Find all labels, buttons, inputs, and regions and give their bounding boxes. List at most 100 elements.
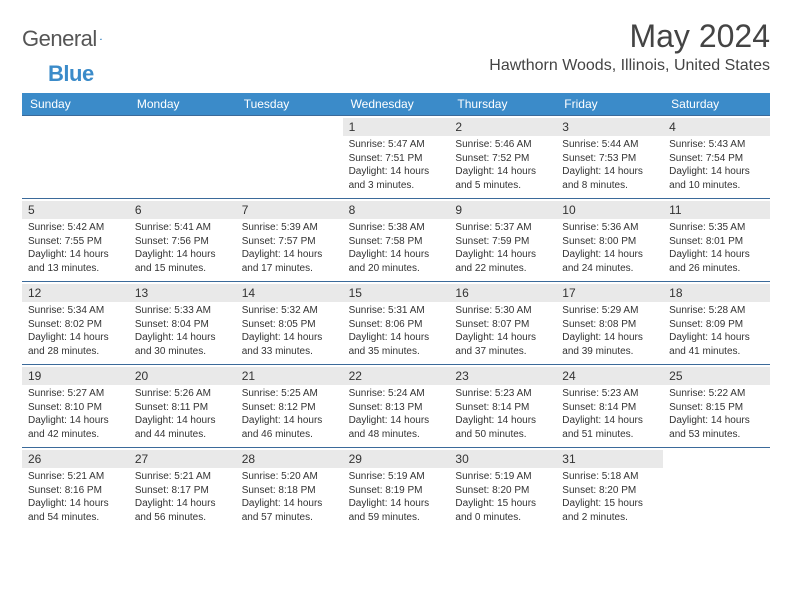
day-cell: 26Sunrise: 5:21 AMSunset: 8:16 PMDayligh… [22,448,129,530]
day-details: Sunrise: 5:42 AMSunset: 7:55 PMDaylight:… [28,221,123,275]
day-details: Sunrise: 5:28 AMSunset: 8:09 PMDaylight:… [669,304,764,358]
sunrise-text: Sunrise: 5:21 AM [135,470,230,484]
sunset-text: Sunset: 8:19 PM [349,484,444,498]
daylight-text: Daylight: 14 hours and 53 minutes. [669,414,764,441]
day-details: Sunrise: 5:27 AMSunset: 8:10 PMDaylight:… [28,387,123,441]
daylight-text: Daylight: 14 hours and 5 minutes. [455,165,550,192]
day-header: Sunday [22,93,129,115]
day-number: 19 [22,367,129,385]
day-details: Sunrise: 5:19 AMSunset: 8:19 PMDaylight:… [349,470,444,524]
day-details: Sunrise: 5:22 AMSunset: 8:15 PMDaylight:… [669,387,764,441]
sunrise-text: Sunrise: 5:25 AM [242,387,337,401]
daylight-text: Daylight: 14 hours and 33 minutes. [242,331,337,358]
sunrise-text: Sunrise: 5:27 AM [28,387,123,401]
day-cell: 28Sunrise: 5:20 AMSunset: 8:18 PMDayligh… [236,448,343,530]
day-number: 31 [556,450,663,468]
daylight-text: Daylight: 14 hours and 17 minutes. [242,248,337,275]
daylight-text: Daylight: 15 hours and 2 minutes. [562,497,657,524]
daylight-text: Daylight: 14 hours and 35 minutes. [349,331,444,358]
day-cell: 10Sunrise: 5:36 AMSunset: 8:00 PMDayligh… [556,199,663,281]
logo: General [22,26,121,52]
sunset-text: Sunset: 8:20 PM [562,484,657,498]
day-cell: 12Sunrise: 5:34 AMSunset: 8:02 PMDayligh… [22,282,129,364]
daylight-text: Daylight: 14 hours and 59 minutes. [349,497,444,524]
daylight-text: Daylight: 14 hours and 24 minutes. [562,248,657,275]
week-row: 12Sunrise: 5:34 AMSunset: 8:02 PMDayligh… [22,281,770,364]
day-cell: 5Sunrise: 5:42 AMSunset: 7:55 PMDaylight… [22,199,129,281]
day-details: Sunrise: 5:19 AMSunset: 8:20 PMDaylight:… [455,470,550,524]
day-cell: 23Sunrise: 5:23 AMSunset: 8:14 PMDayligh… [449,365,556,447]
day-details: Sunrise: 5:37 AMSunset: 7:59 PMDaylight:… [455,221,550,275]
sunset-text: Sunset: 7:53 PM [562,152,657,166]
sunrise-text: Sunrise: 5:42 AM [28,221,123,235]
sunset-text: Sunset: 8:11 PM [135,401,230,415]
sunrise-text: Sunrise: 5:30 AM [455,304,550,318]
week-row: 26Sunrise: 5:21 AMSunset: 8:16 PMDayligh… [22,447,770,530]
day-cell: 3Sunrise: 5:44 AMSunset: 7:53 PMDaylight… [556,116,663,198]
day-details: Sunrise: 5:33 AMSunset: 8:04 PMDaylight:… [135,304,230,358]
daylight-text: Daylight: 14 hours and 28 minutes. [28,331,123,358]
day-cell: 15Sunrise: 5:31 AMSunset: 8:06 PMDayligh… [343,282,450,364]
sunset-text: Sunset: 8:08 PM [562,318,657,332]
logo-sail-icon [99,31,102,47]
daylight-text: Daylight: 14 hours and 26 minutes. [669,248,764,275]
sunrise-text: Sunrise: 5:24 AM [349,387,444,401]
sunset-text: Sunset: 7:58 PM [349,235,444,249]
daylight-text: Daylight: 14 hours and 39 minutes. [562,331,657,358]
sunset-text: Sunset: 8:07 PM [455,318,550,332]
day-cell: 29Sunrise: 5:19 AMSunset: 8:19 PMDayligh… [343,448,450,530]
day-header: Tuesday [236,93,343,115]
sunrise-text: Sunrise: 5:34 AM [28,304,123,318]
day-number: 9 [449,201,556,219]
day-number: 4 [663,118,770,136]
day-cell: 14Sunrise: 5:32 AMSunset: 8:05 PMDayligh… [236,282,343,364]
day-header: Thursday [449,93,556,115]
sunset-text: Sunset: 8:13 PM [349,401,444,415]
sunrise-text: Sunrise: 5:28 AM [669,304,764,318]
sunrise-text: Sunrise: 5:41 AM [135,221,230,235]
day-number: 7 [236,201,343,219]
day-cell: 9 Sunrise: 5:37 AMSunset: 7:59 PMDaylight… [449,199,556,281]
day-details: Sunrise: 5:43 AMSunset: 7:54 PMDaylight:… [669,138,764,192]
daylight-text: Daylight: 14 hours and 15 minutes. [135,248,230,275]
sunrise-text: Sunrise: 5:35 AM [669,221,764,235]
sunrise-text: Sunrise: 5:21 AM [28,470,123,484]
day-header: Wednesday [343,93,450,115]
day-cell: 2Sunrise: 5:46 AMSunset: 7:52 PMDaylight… [449,116,556,198]
sunset-text: Sunset: 8:18 PM [242,484,337,498]
day-cell [663,448,770,530]
sunrise-text: Sunrise: 5:37 AM [455,221,550,235]
day-header: Monday [129,93,236,115]
day-cell: 13Sunrise: 5:33 AMSunset: 8:04 PMDayligh… [129,282,236,364]
day-header: Saturday [663,93,770,115]
sunset-text: Sunset: 8:10 PM [28,401,123,415]
day-details: Sunrise: 5:23 AMSunset: 8:14 PMDaylight:… [455,387,550,441]
day-details: Sunrise: 5:39 AMSunset: 7:57 PMDaylight:… [242,221,337,275]
day-details: Sunrise: 5:46 AMSunset: 7:52 PMDaylight:… [455,138,550,192]
day-cell: 6Sunrise: 5:41 AMSunset: 7:56 PMDaylight… [129,199,236,281]
daylight-text: Daylight: 14 hours and 51 minutes. [562,414,657,441]
day-details: Sunrise: 5:41 AMSunset: 7:56 PMDaylight:… [135,221,230,275]
day-number: 27 [129,450,236,468]
day-details: Sunrise: 5:30 AMSunset: 8:07 PMDaylight:… [455,304,550,358]
day-cell [129,116,236,198]
day-header: Friday [556,93,663,115]
location: Hawthorn Woods, Illinois, United States [489,57,770,75]
sunrise-text: Sunrise: 5:32 AM [242,304,337,318]
sunset-text: Sunset: 7:59 PM [455,235,550,249]
day-details: Sunrise: 5:38 AMSunset: 7:58 PMDaylight:… [349,221,444,275]
sunset-text: Sunset: 8:16 PM [28,484,123,498]
sunset-text: Sunset: 8:17 PM [135,484,230,498]
sunset-text: Sunset: 8:01 PM [669,235,764,249]
daylight-text: Daylight: 14 hours and 3 minutes. [349,165,444,192]
sunset-text: Sunset: 7:57 PM [242,235,337,249]
sunrise-text: Sunrise: 5:29 AM [562,304,657,318]
sunset-text: Sunset: 8:00 PM [562,235,657,249]
daylight-text: Daylight: 14 hours and 42 minutes. [28,414,123,441]
title-block: May 2024 Hawthorn Woods, Illinois, Unite… [489,18,770,75]
sunrise-text: Sunrise: 5:22 AM [669,387,764,401]
sunrise-text: Sunrise: 5:19 AM [455,470,550,484]
daylight-text: Daylight: 14 hours and 57 minutes. [242,497,337,524]
day-number: 8 [343,201,450,219]
day-number: 14 [236,284,343,302]
